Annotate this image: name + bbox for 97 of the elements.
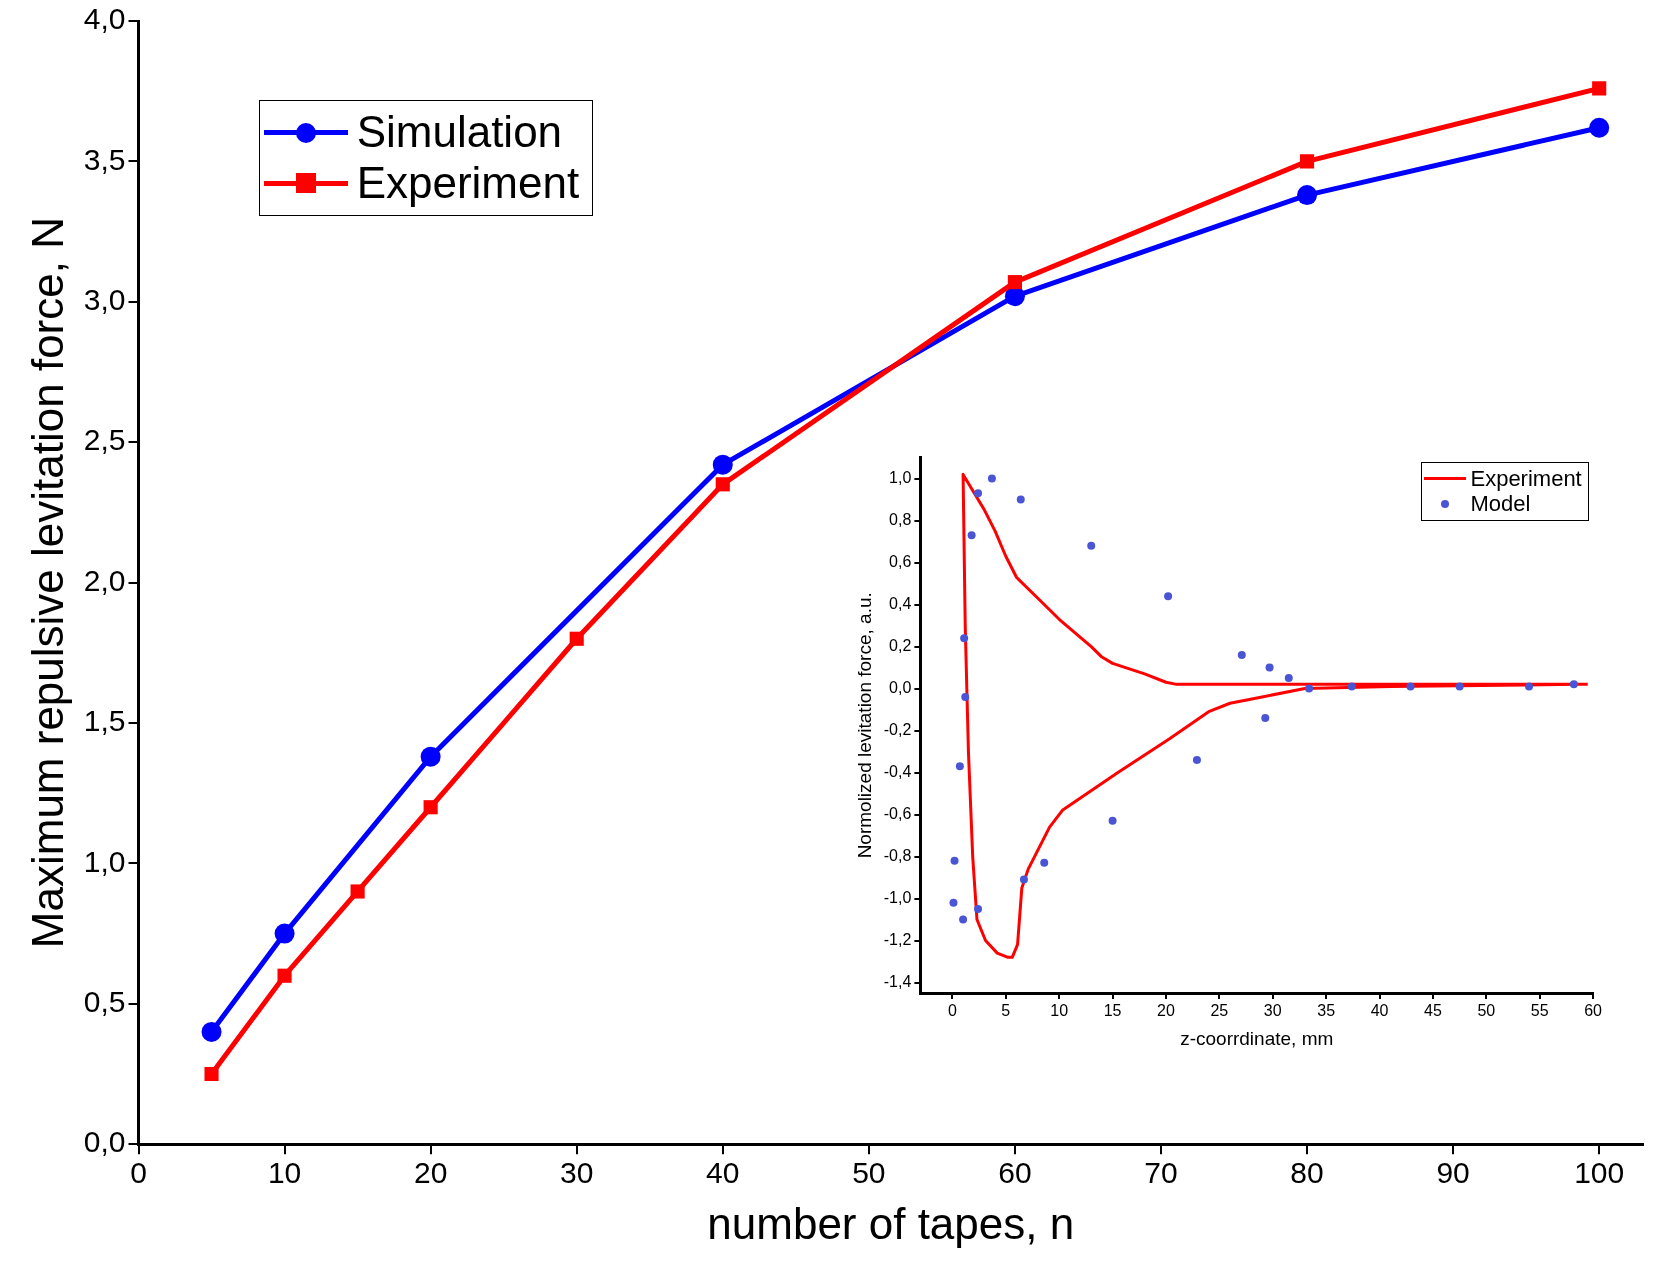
point <box>1297 185 1318 206</box>
y-tick-label: -0,8 <box>883 846 912 864</box>
x-tick-label: 30 <box>560 1156 594 1190</box>
point <box>967 531 976 540</box>
point <box>987 474 996 483</box>
point <box>274 923 295 944</box>
point <box>350 884 365 899</box>
point <box>1569 680 1578 689</box>
point <box>1525 682 1534 691</box>
point <box>974 489 983 498</box>
x-tick-label: 40 <box>1370 1002 1389 1020</box>
x-tick-label: 90 <box>1436 1156 1470 1190</box>
x-tick-label: 30 <box>1263 1002 1282 1020</box>
point <box>1237 650 1246 659</box>
point <box>955 762 964 771</box>
legend-label: Experiment <box>1470 465 1582 492</box>
point <box>1261 713 1270 722</box>
point <box>1592 81 1607 96</box>
point <box>569 631 584 646</box>
x-tick-label: 20 <box>1157 1002 1175 1020</box>
x-tick-label: 0 <box>130 1156 147 1190</box>
y-tick-label: 0,4 <box>889 594 912 612</box>
y-axis-title: Normolized levitation force, a.u. <box>853 592 875 859</box>
point <box>1007 275 1022 290</box>
y-tick-label: -0,4 <box>883 762 912 780</box>
legend-label: Model <box>1470 491 1531 517</box>
y-tick-label: 2,0 <box>83 563 126 597</box>
y-tick-label: 3,5 <box>83 142 126 176</box>
x-tick-label: 0 <box>947 1002 957 1020</box>
x-tick-label: 40 <box>706 1156 740 1190</box>
legend-label: Simulation <box>356 107 563 158</box>
point <box>1305 684 1314 693</box>
point <box>960 634 969 643</box>
point <box>1299 154 1315 169</box>
y-tick-label: 0,0 <box>83 1125 126 1159</box>
legend-label: Experiment <box>356 157 580 209</box>
y-tick-label: 1,5 <box>83 704 126 738</box>
x-tick-label: 50 <box>1477 1002 1496 1020</box>
x-tick-label: 60 <box>998 1156 1032 1190</box>
y-tick-label: -1,2 <box>883 930 912 948</box>
x-tick-label: 80 <box>1290 1156 1324 1190</box>
point <box>1004 286 1025 307</box>
x-axis-title: z-coorrdinate, mm <box>1180 1027 1334 1049</box>
point <box>1406 682 1415 691</box>
y-tick-label: 0,5 <box>83 985 126 1019</box>
x-tick-label: 35 <box>1317 1002 1336 1020</box>
y-tick-label: 1,0 <box>889 469 912 486</box>
point <box>715 477 730 492</box>
x-tick-label: 25 <box>1210 1002 1229 1020</box>
y-tick-label: 0,8 <box>889 510 912 528</box>
x-tick-label: 50 <box>852 1156 886 1190</box>
point <box>277 968 292 983</box>
point <box>420 746 441 767</box>
x-tick-label: 10 <box>1050 1002 1069 1020</box>
point <box>1087 541 1096 550</box>
x-axis-title: number of tapes, n <box>707 1198 1075 1248</box>
point <box>1455 682 1464 691</box>
point <box>950 856 959 865</box>
y-tick-label: -0,2 <box>883 720 912 738</box>
x-tick-label: 55 <box>1530 1002 1549 1020</box>
y-tick-label: -1,0 <box>883 888 912 906</box>
point <box>423 800 438 815</box>
point <box>1016 495 1025 504</box>
point <box>1108 816 1117 825</box>
point <box>1192 755 1201 764</box>
y-tick-label: 4,0 <box>83 2 126 36</box>
x-tick-label: 5 <box>1001 1002 1011 1020</box>
y-tick-label: 0,2 <box>889 636 912 654</box>
point <box>949 898 958 907</box>
point <box>712 454 733 475</box>
point <box>959 915 968 924</box>
y-tick-label: 2,5 <box>83 423 126 457</box>
x-tick-label: 100 <box>1574 1156 1625 1190</box>
y-tick-label: -1,4 <box>883 972 912 990</box>
point <box>1347 682 1356 691</box>
x-tick-label: 20 <box>413 1156 448 1190</box>
x-tick-label: 45 <box>1424 1002 1442 1020</box>
point <box>1265 663 1274 672</box>
y-tick-label: 3,0 <box>83 283 126 317</box>
point <box>1040 858 1049 867</box>
point <box>1284 674 1293 683</box>
x-tick-label: 10 <box>267 1156 302 1190</box>
y-tick-label: -0,6 <box>883 804 912 822</box>
point <box>1164 592 1173 601</box>
point <box>1589 117 1610 138</box>
x-tick-label: 15 <box>1103 1002 1122 1020</box>
y-tick-label: 0,6 <box>889 552 912 570</box>
x-tick-label: 60 <box>1584 1002 1603 1020</box>
y-axis-title: Maximum repulsive levitation force, N <box>22 217 72 949</box>
point <box>204 1066 219 1082</box>
y-tick-label: 0,0 <box>889 678 912 696</box>
x-tick-label: 70 <box>1144 1156 1178 1190</box>
point <box>1019 875 1028 884</box>
y-tick-label: 1,0 <box>83 844 126 878</box>
point <box>961 692 970 701</box>
point <box>201 1021 222 1042</box>
point <box>974 905 983 914</box>
